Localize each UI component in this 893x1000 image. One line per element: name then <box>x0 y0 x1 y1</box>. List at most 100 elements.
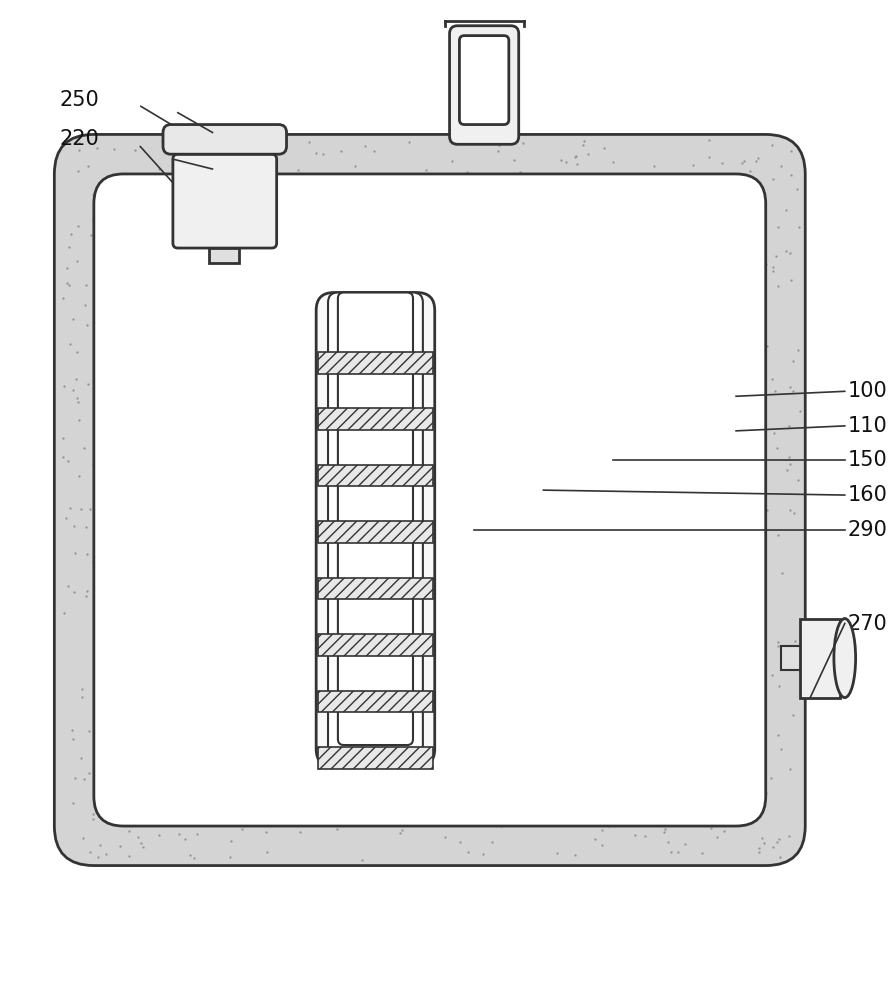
Point <box>742 435 756 451</box>
Point <box>495 255 509 271</box>
Point <box>652 444 666 460</box>
Point <box>449 541 463 557</box>
Point <box>719 595 733 611</box>
Point <box>550 450 564 466</box>
Point <box>699 793 714 809</box>
Point <box>206 193 221 209</box>
Point <box>99 846 113 862</box>
Point <box>421 387 436 403</box>
Point <box>752 213 766 229</box>
Point <box>344 166 358 182</box>
Point <box>695 845 709 861</box>
Point <box>327 533 341 549</box>
Point <box>645 551 659 567</box>
Point <box>180 443 195 459</box>
Point <box>295 411 309 427</box>
Point <box>316 628 330 644</box>
Point <box>710 829 724 845</box>
Point <box>605 190 619 206</box>
Point <box>408 624 422 640</box>
Point <box>429 462 443 478</box>
Point <box>403 776 417 792</box>
Point <box>539 625 554 641</box>
Point <box>152 161 166 177</box>
Point <box>248 141 263 157</box>
Point <box>261 351 275 367</box>
Point <box>181 225 196 241</box>
Point <box>309 326 323 342</box>
Point <box>136 501 150 517</box>
Point <box>141 238 155 254</box>
Point <box>508 477 522 493</box>
Point <box>305 611 320 627</box>
Point <box>522 271 537 287</box>
Point <box>691 285 705 301</box>
Point <box>75 681 89 697</box>
Point <box>702 132 716 148</box>
Point <box>514 720 529 736</box>
Point <box>378 493 392 509</box>
Point <box>82 723 96 739</box>
Point <box>184 475 198 491</box>
Point <box>113 383 128 399</box>
Point <box>75 689 89 705</box>
Bar <box>780 646 802 670</box>
Point <box>521 612 535 628</box>
Point <box>751 150 765 166</box>
Point <box>453 834 467 850</box>
Point <box>269 541 283 557</box>
Point <box>78 771 92 787</box>
Point <box>750 259 764 275</box>
Point <box>292 781 306 797</box>
Point <box>622 758 636 774</box>
Point <box>178 163 192 179</box>
Point <box>187 850 201 866</box>
Point <box>316 293 330 309</box>
Point <box>592 425 606 441</box>
Point <box>205 376 220 392</box>
Point <box>293 824 307 840</box>
Point <box>753 614 767 630</box>
Point <box>624 351 638 367</box>
Point <box>79 519 94 535</box>
FancyBboxPatch shape <box>173 154 277 248</box>
Point <box>450 551 464 567</box>
Point <box>575 137 589 153</box>
Point <box>125 474 139 490</box>
Point <box>174 434 188 450</box>
Point <box>723 684 738 700</box>
Point <box>425 727 439 743</box>
Point <box>568 365 582 381</box>
Point <box>522 367 536 383</box>
Point <box>384 379 398 395</box>
Point <box>476 846 490 862</box>
Point <box>452 654 466 670</box>
Point <box>281 628 296 644</box>
Point <box>90 849 104 865</box>
Point <box>356 324 371 340</box>
Point <box>215 357 230 373</box>
Point <box>527 245 541 261</box>
Point <box>433 521 447 537</box>
Bar <box>318 408 433 430</box>
Point <box>370 353 384 369</box>
Point <box>503 703 517 719</box>
Point <box>698 468 713 484</box>
Point <box>179 394 193 410</box>
Point <box>57 605 71 621</box>
Point <box>236 464 250 480</box>
Point <box>450 346 464 362</box>
Point <box>171 226 186 242</box>
Point <box>749 247 764 263</box>
Point <box>312 440 326 456</box>
Point <box>205 513 220 529</box>
Point <box>771 278 785 294</box>
Point <box>94 266 108 282</box>
Point <box>565 651 580 667</box>
Point <box>529 682 543 698</box>
Point <box>674 807 689 823</box>
Point <box>658 821 672 837</box>
Point <box>254 211 268 227</box>
Point <box>671 844 685 860</box>
Point <box>163 232 177 248</box>
